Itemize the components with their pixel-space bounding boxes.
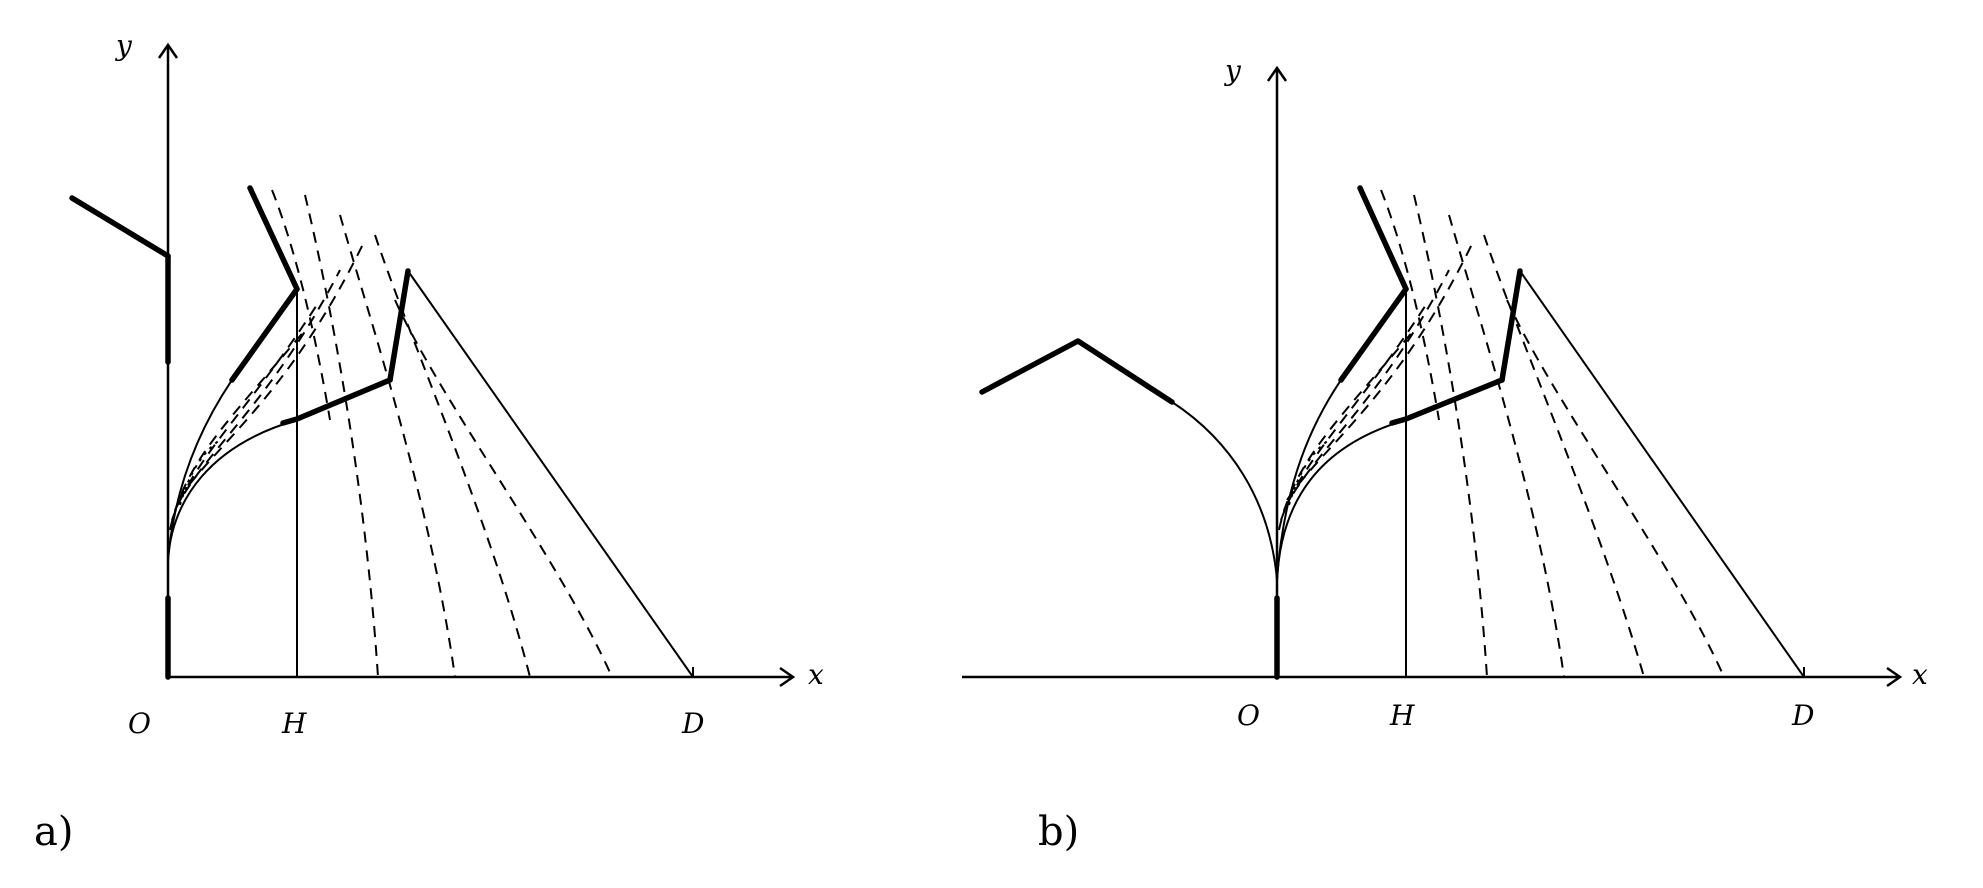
panel-caption-a: a) (34, 809, 73, 855)
h-label: H (281, 707, 307, 740)
x-axis-label: x (808, 658, 824, 691)
ray-2 (1448, 214, 1565, 678)
thick-lower-branch (1389, 377, 1505, 426)
fan-curve-4 (177, 239, 366, 501)
thick-lower-branch (280, 377, 393, 426)
origin-label: O (1237, 699, 1260, 732)
y-axis-arrow (157, 42, 179, 59)
thick-top-diagonal (1357, 185, 1409, 292)
panel-b: y x O H D b) (962, 54, 1928, 855)
panel-caption-b: b) (1038, 809, 1079, 855)
upper-arc (1276, 379, 1342, 581)
fan-dots (1288, 439, 1330, 506)
ray-4 (1506, 299, 1725, 678)
y-axis-label: y (114, 29, 133, 62)
thick-right-branch (1499, 268, 1523, 383)
left-arc (1171, 401, 1278, 581)
line-to-d (1519, 270, 1805, 678)
fan-curve-4 (1286, 239, 1475, 501)
fan-curve-3 (174, 269, 341, 511)
ray-1 (1413, 194, 1488, 678)
panel-a: y x O H D a) (34, 29, 824, 855)
fan-curve-1 (169, 329, 306, 531)
ray-0 (271, 189, 331, 421)
thick-top-diagonal (247, 185, 300, 292)
ray-2 (339, 214, 456, 678)
ray-1 (304, 194, 379, 678)
thick-right-branch (387, 268, 411, 383)
fan-curve-3 (1283, 269, 1450, 511)
d-label: D (1791, 699, 1814, 732)
d-label: D (681, 707, 704, 740)
ray-4 (394, 299, 613, 678)
upper-arc (167, 379, 233, 561)
fan-dots (179, 439, 221, 506)
thick-left-polyline (979, 338, 1175, 405)
ray-0 (1380, 189, 1440, 421)
y-axis-arrow (1266, 65, 1288, 82)
x-axis-arrow (1886, 666, 1903, 688)
origin-label: O (128, 707, 151, 740)
x-axis-label: x (1912, 658, 1928, 691)
ray-3 (1483, 234, 1645, 678)
lower-arc (1276, 419, 1407, 581)
thick-upper-branch (229, 286, 300, 383)
y-axis-label: y (1223, 54, 1242, 87)
ray-3 (374, 234, 531, 678)
thick-left-line (69, 195, 171, 259)
thick-upper-branch (1338, 286, 1409, 383)
fan-curve-1 (1278, 329, 1415, 531)
h-label: H (1389, 699, 1415, 732)
x-axis-arrow (779, 666, 796, 688)
line-to-d (407, 270, 694, 678)
